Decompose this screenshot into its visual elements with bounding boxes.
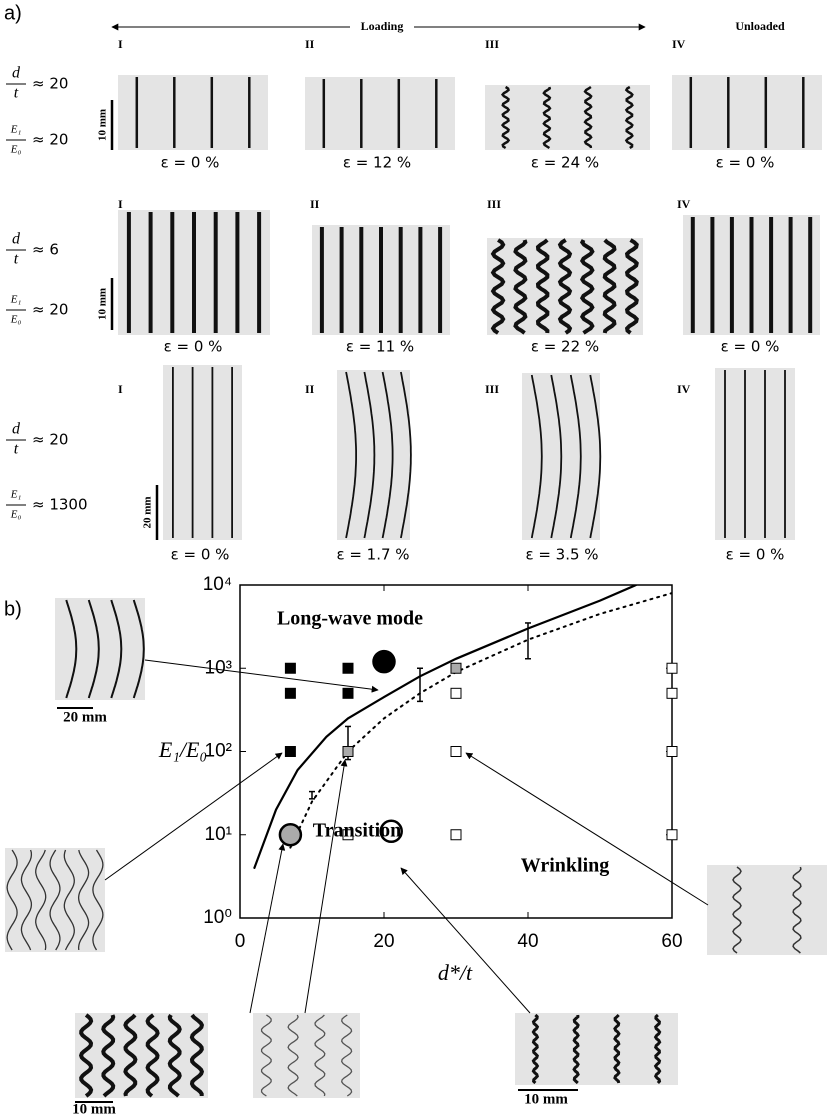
marker-square: [667, 663, 677, 673]
pointer-arrow: [250, 844, 283, 1013]
y-tick-label: 10⁰: [203, 907, 232, 928]
stage-numeral: I: [118, 37, 123, 51]
y-axis-label: E₁/E₀: [158, 737, 207, 762]
marker-square: [667, 747, 677, 757]
fraction-numerator: E₁: [10, 294, 22, 306]
stage-numeral: III: [485, 382, 499, 396]
sample-image: [55, 598, 145, 700]
scale-label: 10 mm: [524, 1091, 568, 1107]
stage-numeral: IV: [677, 382, 691, 396]
pointer-arrow: [401, 868, 530, 1013]
param-value: ≈ 20: [32, 301, 68, 319]
stage-numeral: II: [305, 37, 315, 51]
fraction-numerator: d: [12, 65, 21, 82]
pointer-arrow: [105, 753, 282, 880]
y-tick-label: 10¹: [205, 824, 232, 845]
scale-label: 20 mm: [63, 709, 107, 725]
strain-label: ε = 0 %: [161, 154, 220, 172]
marker-square: [451, 663, 461, 673]
panel-label: b): [4, 598, 22, 620]
strain-label: ε = 11 %: [346, 338, 414, 356]
strain-label: ε = 3.5 %: [525, 546, 598, 564]
x-tick-label: 40: [517, 931, 538, 952]
marker-square: [451, 747, 461, 757]
stage-numeral: I: [118, 197, 123, 211]
param-value: ≈ 20: [32, 131, 68, 149]
region-label: Long-wave mode: [277, 608, 423, 630]
pointer-arrow: [305, 760, 345, 1013]
strain-label: ε = 24 %: [531, 154, 599, 172]
marker-circle: [280, 824, 301, 845]
strain-label: ε = 0 %: [721, 338, 780, 356]
x-tick-label: 20: [373, 931, 394, 952]
strip: [533, 1015, 537, 1083]
sample-image: [715, 368, 795, 540]
region-label: Wrinkling: [521, 855, 610, 877]
param-value: ≈ 20: [32, 75, 68, 93]
strain-label: ε = 0 %: [726, 546, 785, 564]
param-value: ≈ 6: [32, 241, 59, 259]
fraction-denominator: t: [14, 85, 19, 102]
loading-label: Loading: [361, 19, 404, 33]
fraction-denominator: t: [14, 251, 19, 268]
stage-numeral: IV: [677, 197, 691, 211]
sample-image: [118, 75, 268, 150]
unloaded-label: Unloaded: [735, 19, 785, 33]
sample-image: [707, 865, 827, 955]
marker-square: [285, 663, 295, 673]
x-axis-label: d*/t: [438, 960, 473, 985]
fraction-numerator: E₁: [10, 124, 22, 136]
strain-label: ε = 0 %: [171, 546, 230, 564]
fraction-numerator: d: [12, 421, 21, 438]
y-tick-label: 10⁴: [203, 574, 232, 595]
scale-label: 10 mm: [97, 109, 109, 141]
marker-square: [343, 688, 353, 698]
scale-label: 10 mm: [72, 1101, 116, 1117]
panel-label: a): [4, 2, 22, 24]
stage-numeral: II: [305, 382, 315, 396]
stage-numeral: III: [487, 197, 501, 211]
param-value: ≈ 20: [32, 431, 68, 449]
figure: a) Loading Unloaded dt≈ 20E₁E₀≈ 2010 mmI…: [0, 0, 835, 1118]
strain-label: ε = 0 %: [164, 338, 223, 356]
error-bar: [417, 668, 423, 701]
strain-label: ε = 12 %: [343, 154, 411, 172]
fraction-numerator: E₁: [10, 489, 22, 501]
strain-label: ε = 22 %: [531, 338, 599, 356]
curve: [290, 593, 672, 848]
region-label: Transition: [313, 820, 402, 842]
strain-label: ε = 1.7 %: [336, 546, 409, 564]
sample-image: [672, 75, 822, 150]
stage-numeral: III: [485, 37, 499, 51]
marker-square: [451, 688, 461, 698]
param-value: ≈ 1300: [32, 496, 88, 514]
stage-numeral: I: [118, 382, 123, 396]
fraction-numerator: d: [12, 231, 21, 248]
marker-square: [285, 747, 295, 757]
marker-square: [343, 663, 353, 673]
marker-square: [343, 747, 353, 757]
x-tick-label: 0: [235, 931, 246, 952]
scale-label: 10 mm: [97, 288, 109, 320]
marker-circle: [374, 651, 395, 672]
sample-image: [515, 1013, 678, 1085]
sample-image: [305, 77, 455, 150]
marker-square: [667, 688, 677, 698]
strain-label: ε = 0 %: [716, 154, 775, 172]
sample-image: [75, 1013, 208, 1098]
fraction-denominator: E₀: [10, 509, 22, 521]
marker-square: [285, 688, 295, 698]
fraction-denominator: t: [14, 441, 19, 458]
marker-square: [667, 830, 677, 840]
fraction-denominator: E₀: [10, 314, 22, 326]
fraction-denominator: E₀: [10, 144, 22, 156]
scale-label: 20 mm: [142, 496, 154, 528]
x-tick-label: 60: [661, 931, 682, 952]
sample-image: [163, 365, 242, 540]
stage-numeral: IV: [672, 37, 686, 51]
strip: [656, 1015, 660, 1083]
marker-square: [451, 830, 461, 840]
y-tick-label: 10²: [205, 741, 232, 762]
stage-numeral: II: [310, 197, 320, 211]
